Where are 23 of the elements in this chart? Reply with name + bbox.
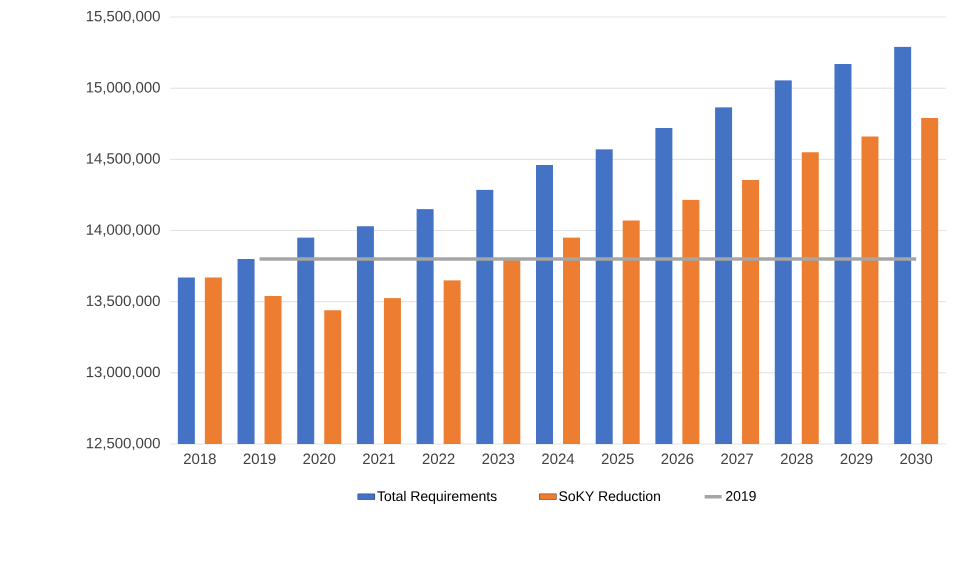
- x-tick-label: 2030: [900, 454, 932, 464]
- x-tick-label: 2020: [303, 454, 336, 464]
- y-tick-label: 13,500,000: [86, 295, 160, 308]
- x-tick-label: 2023: [482, 454, 514, 464]
- x-tick-label: 2021: [363, 454, 395, 464]
- x-tick-label: 2029: [840, 454, 872, 464]
- x-tick-label: 2022: [422, 454, 454, 464]
- legend-label: 2019: [726, 491, 756, 501]
- x-tick-label: 2028: [780, 454, 813, 464]
- x-tick-label: 2024: [542, 454, 574, 464]
- legend-label: Total Requirements: [377, 490, 497, 504]
- x-tick-label: 2018: [184, 454, 216, 464]
- x-tick-label: 2019: [244, 454, 276, 464]
- y-tick-label: 15,000,000: [86, 82, 160, 94]
- y-tick-label: 12,500,000: [86, 438, 160, 450]
- x-tick-label: 2027: [721, 454, 753, 464]
- y-tick-label: 14,000,000: [86, 224, 160, 237]
- x-tick-label: 2026: [662, 454, 694, 464]
- y-tick-label: 13,000,000: [86, 366, 160, 379]
- y-tick-label: 14,500,000: [86, 153, 160, 166]
- x-tick-label: 2025: [602, 454, 634, 464]
- y-tick-label: 15,500,000: [86, 10, 160, 24]
- legend-label: SoKY Reduction: [559, 490, 660, 502]
